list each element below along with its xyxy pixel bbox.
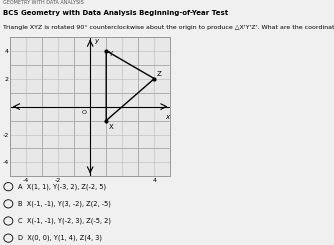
Text: B  X(-1, -1), Y(3, -2), Z(2, -5): B X(-1, -1), Y(3, -2), Z(2, -5) xyxy=(18,201,111,207)
Text: D  X(0, 0), Y(1, 4), Z(4, 3): D X(0, 0), Y(1, 4), Z(4, 3) xyxy=(18,235,102,241)
Text: O: O xyxy=(82,110,87,115)
Text: x: x xyxy=(165,114,169,120)
Text: A  X(1, 1), Y(-3, 2), Z(-2, 5): A X(1, 1), Y(-3, 2), Z(-2, 5) xyxy=(18,184,107,190)
Text: GEOMETRY WITH DATA ANALYSIS: GEOMETRY WITH DATA ANALYSIS xyxy=(3,0,84,5)
Text: C  X(-1, -1), Y(-2, 3), Z(-5, 2): C X(-1, -1), Y(-2, 3), Z(-5, 2) xyxy=(18,218,111,224)
Text: Triangle XYZ is rotated 90° counterclockwise about the origin to produce △X'Y'Z': Triangle XYZ is rotated 90° counterclock… xyxy=(3,25,334,30)
Text: Z: Z xyxy=(157,71,162,77)
Text: y: y xyxy=(94,38,98,44)
Text: X: X xyxy=(109,124,113,130)
Text: Y: Y xyxy=(108,51,112,57)
Text: BCS Geometry with Data Analysis Beginning-of-Year Test: BCS Geometry with Data Analysis Beginnin… xyxy=(3,10,228,16)
